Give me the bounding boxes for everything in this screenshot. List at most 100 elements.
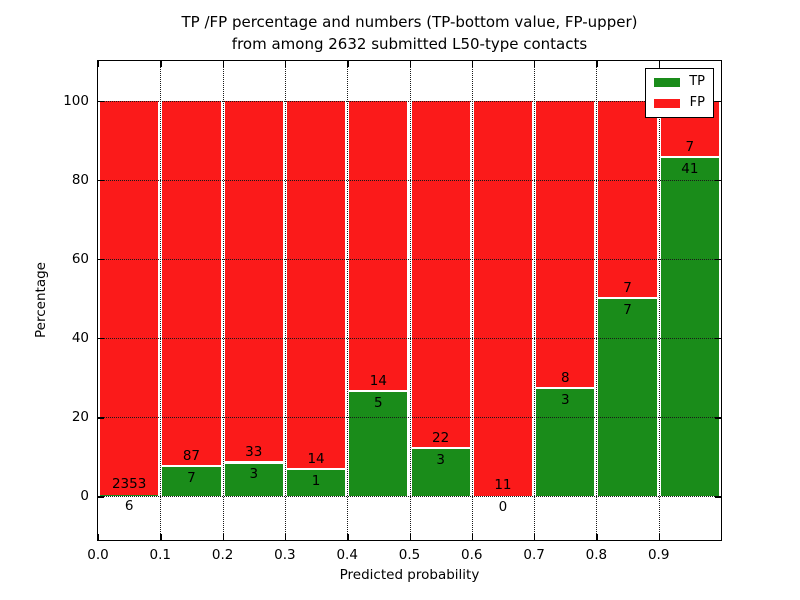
x-tick-mark [284,534,287,540]
y-tick-label: 60 [71,250,89,267]
x-tick-mark [347,534,349,540]
y-tick-label: 20 [71,409,89,426]
tp-count-label: 7 [623,301,632,318]
chart-title-line1: TP /FP percentage and numbers (TP-bottom… [181,13,638,31]
gridline-horizontal [98,179,721,181]
tp-count-label: 3 [249,466,259,483]
tp-count-label: 3 [560,391,570,408]
gridline-vertical [409,61,411,540]
tp-count-label: 3 [436,451,445,468]
x-axis-title: Predicted probability [339,567,480,583]
tp-bar-segment [660,158,719,497]
gridline-vertical [534,61,536,540]
y-tick-mark [98,100,104,102]
tp-bar-segment [598,298,657,497]
x-tick-mark-top [658,61,661,67]
gridline-horizontal [98,417,721,419]
x-tick-mark-top [596,61,598,67]
fp-count-label: 22 [432,429,450,446]
x-tick-label: 0.7 [523,547,545,563]
y-tick-mark-right [715,258,721,261]
fp-legend-swatch [654,98,680,108]
y-tick-mark [98,179,104,182]
tp-count-label: 41 [681,161,699,178]
x-tick-mark [409,534,411,540]
x-tick-mark [222,534,224,540]
y-tick-mark-right [715,338,721,340]
tp-count-label: 5 [374,395,383,412]
gridline-horizontal [98,258,721,260]
y-tick-mark [98,496,104,498]
tp-bar-segment [349,392,408,497]
fp-bar-segment [473,100,533,497]
tp-count-label: 1 [311,473,321,490]
x-tick-mark-top [284,61,287,67]
gridline-vertical [471,61,473,540]
y-tick-label: 0 [80,488,89,505]
x-tick-mark-top [98,61,100,67]
y-tick-mark-right [715,100,721,102]
fp-bar-segment [598,100,657,299]
fp-count-label: 7 [623,279,632,296]
legend-item-fp: FP [654,96,705,110]
x-tick-mark [534,534,536,540]
gridline-vertical [284,61,286,540]
plot-area: TP FP 0.0 0.1 0.2 0.3 0.4 0.5 0.6 0.7 0.8 0.9 0 20 4… [63,60,723,563]
x-tick-mark [471,534,474,540]
x-tick-label: 0.3 [274,547,296,563]
tp-bar-segment [224,463,283,497]
gridline-vertical [160,61,162,540]
tp-legend-swatch [654,77,680,87]
gridline-vertical [222,61,224,540]
x-tick-label: 0.8 [585,547,608,563]
fp-bar-segment [536,100,595,389]
tp-count-label: 6 [124,498,134,515]
x-tick-mark [160,534,162,540]
x-tick-mark-top [409,61,411,67]
y-tick-mark [98,258,104,261]
tp-bar-segment [162,466,221,497]
y-tick-mark [98,417,104,419]
x-tick-mark [596,534,598,540]
x-tick-label: 0.1 [149,547,172,563]
tp-count-label: 7 [187,469,196,486]
fp-bar-segment [349,100,408,393]
fp-bar-segment [286,100,346,471]
fp-count-label: 87 [182,447,201,464]
x-tick-mark-top [347,61,349,67]
legend: TP FP [645,68,714,118]
x-tick-mark-top [721,61,723,67]
x-tick-label: 0.6 [461,547,483,563]
x-tick-mark-top [160,61,162,67]
x-tick-label: 0.0 [87,547,109,563]
x-tick-label: 0.4 [336,547,358,563]
chart-title: TP /FP percentage and numbers (TP-bottom… [97,11,722,55]
tp-bar-segment [286,470,346,497]
legend-label-tp: TP [689,74,705,89]
x-tick-label: 0.2 [211,547,234,563]
x-tick-mark [721,534,723,540]
y-tick-mark-right [715,496,721,498]
fp-count-label: 14 [369,373,387,390]
fp-count-label: 8 [560,369,570,386]
fp-bar-segment [224,100,283,464]
fp-bar-segment [162,100,221,467]
fp-bar-segment [411,100,470,449]
tp-bar-segment [411,448,470,497]
x-tick-label: 0.5 [398,547,421,563]
fp-count-label: 14 [307,451,325,468]
chart-title-line2: from among 2632 submitted L50-type conta… [231,35,588,53]
x-tick-mark-top [471,61,474,67]
y-tick-mark-right [715,417,721,419]
y-tick-mark [98,338,104,340]
y-tick-label: 100 [63,92,89,109]
x-tick-mark-top [222,61,224,67]
tp-bar-segment [536,388,595,497]
fp-count-label: 11 [494,477,512,494]
gridline-vertical [658,61,660,540]
y-tick-label: 80 [71,171,89,188]
x-tick-mark-top [534,61,536,67]
gridline-vertical [347,61,349,540]
gridline-horizontal [98,100,721,102]
